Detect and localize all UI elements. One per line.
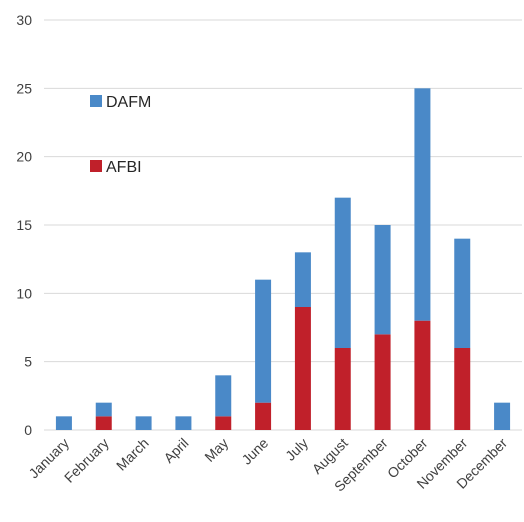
- bar-afbi-june: [255, 402, 272, 430]
- bar-afbi-february: [95, 416, 112, 430]
- bar-dafm-january: [55, 416, 72, 430]
- bar-dafm-november: [454, 238, 471, 348]
- bar-afbi-november: [454, 348, 471, 430]
- bar-afbi-may: [215, 416, 232, 430]
- legend-swatch-afbi: [90, 160, 102, 172]
- legend-label-afbi: AFBI: [106, 159, 142, 176]
- bar-dafm-march: [135, 416, 152, 430]
- x-tick-label: June: [238, 435, 271, 468]
- gridlines: [44, 19, 522, 431]
- bar-dafm-june: [255, 279, 272, 403]
- x-tick-label: March: [113, 435, 152, 474]
- x-tick-label: February: [61, 435, 112, 486]
- x-tick-label: July: [282, 435, 311, 464]
- bar-dafm-december: [494, 402, 511, 430]
- y-tick-label: 25: [16, 80, 32, 96]
- bar-afbi-august: [334, 348, 351, 430]
- legend-label-dafm: DAFM: [106, 94, 151, 111]
- y-tick-label: 5: [24, 354, 32, 370]
- y-tick-label: 10: [16, 285, 32, 301]
- bars: [55, 88, 511, 430]
- x-tick-label: May: [201, 435, 231, 465]
- legend-swatch-dafm: [90, 95, 102, 107]
- y-axis-ticks: 0 5 10 15 20 25 30: [16, 12, 32, 438]
- legend: DAFM AFBI: [90, 94, 151, 176]
- bar-afbi-july: [294, 307, 311, 430]
- y-tick-label: 20: [16, 149, 32, 165]
- y-tick-label: 30: [16, 12, 32, 28]
- y-tick-label: 15: [16, 217, 32, 233]
- bar-afbi-september: [374, 334, 391, 430]
- y-tick-label: 0: [24, 422, 32, 438]
- bar-dafm-february: [95, 402, 112, 417]
- bar-dafm-september: [374, 225, 391, 335]
- bar-dafm-july: [294, 252, 311, 307]
- bar-dafm-october: [414, 88, 431, 321]
- x-tick-label: April: [160, 435, 191, 466]
- bar-afbi-october: [414, 320, 431, 430]
- bar-dafm-may: [215, 375, 232, 417]
- bar-dafm-april: [175, 416, 192, 430]
- bar-dafm-august: [334, 197, 351, 348]
